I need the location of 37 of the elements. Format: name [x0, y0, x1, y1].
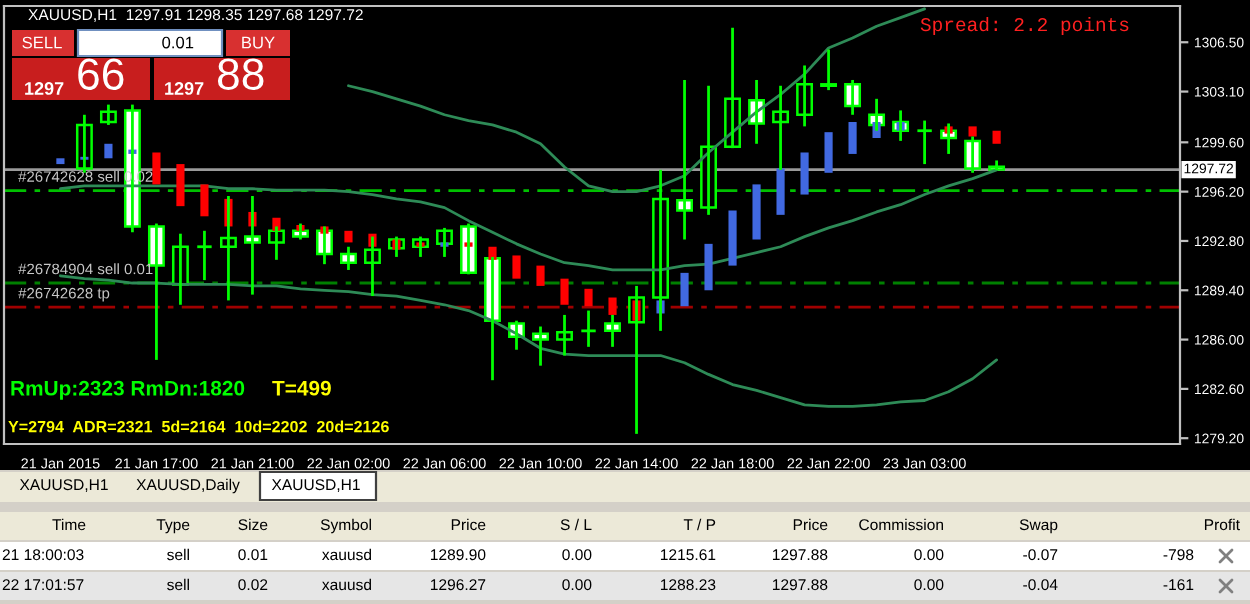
candlestick: [579, 309, 598, 349]
annotation: 0.01: [162, 36, 194, 49]
bar: [992, 130, 1001, 144]
bar: [824, 132, 833, 173]
candlestick: [916, 119, 934, 166]
annotation: 1297: [25, 82, 64, 95]
bar: [200, 184, 209, 217]
annotation: SELL: [22, 36, 62, 49]
bar: [512, 255, 521, 279]
bar: [680, 272, 689, 307]
bar: [776, 168, 785, 215]
bar: [800, 152, 809, 195]
bar: [104, 143, 113, 159]
annotation: Spread: 2.2 points: [920, 16, 1129, 36]
bar: [584, 288, 593, 307]
bar: [704, 243, 713, 291]
annotation: BUY: [242, 36, 275, 49]
bar: [608, 297, 617, 315]
bar: [560, 278, 569, 305]
candlestick: [820, 48, 838, 92]
bar: [56, 158, 65, 165]
bar: [728, 210, 737, 266]
bar: [344, 230, 353, 243]
annotation: 66: [78, 58, 124, 90]
annotation: Y=2794 ADR=2321 5d=2164 10d=2202 20d=2126: [8, 420, 389, 433]
annotation: RmUp:2323 RmDn:1820: [11, 380, 245, 400]
bar: [752, 184, 761, 240]
bar: [968, 126, 977, 137]
annotation: 88: [217, 58, 264, 90]
bar: [176, 164, 185, 207]
candlestick: [195, 229, 214, 282]
bar: [848, 122, 857, 154]
annotation: T=499: [272, 380, 331, 396]
bar: [152, 152, 161, 185]
bar: [536, 265, 545, 286]
annotation: 1297: [165, 82, 204, 95]
bar: [488, 246, 497, 260]
